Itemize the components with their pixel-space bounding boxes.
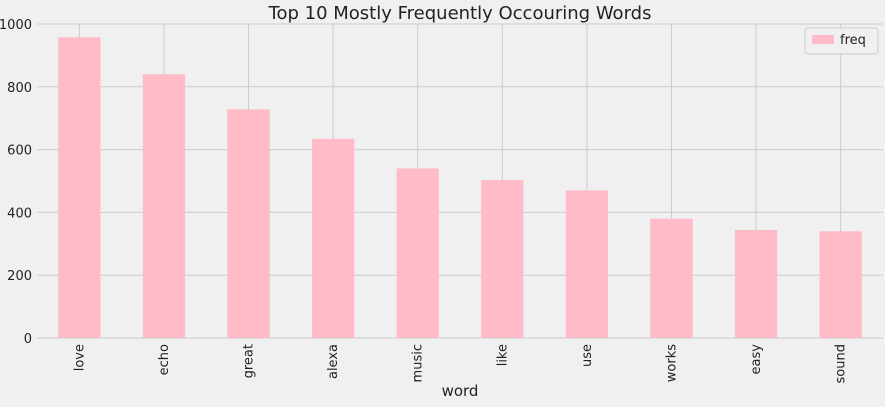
x-tick-label: alexa — [326, 344, 341, 379]
y-tick-label: 800 — [7, 81, 32, 96]
x-tick-label: sound — [834, 344, 849, 383]
bar-use — [565, 190, 609, 338]
bar-echo — [142, 74, 186, 339]
y-tick-label: 0 — [24, 332, 32, 347]
x-axis-label: word — [442, 382, 479, 400]
x-axis: love echo great alexa music like use works easy s… — [72, 344, 848, 384]
bars — [58, 37, 862, 339]
y-tick-label: 400 — [7, 206, 32, 221]
chart-title: Top 10 Mostly Frequently Occouring Words — [268, 3, 652, 24]
y-axis: 0 200 400 600 800 1000 — [0, 18, 32, 347]
legend-swatch — [812, 35, 834, 44]
bar-like — [481, 180, 524, 338]
bar-great — [227, 109, 270, 339]
legend-label: freq — [840, 33, 866, 48]
bar-easy — [734, 229, 778, 338]
x-tick-label: works — [665, 344, 680, 382]
y-tick-label: 200 — [7, 269, 32, 284]
legend: freq — [804, 27, 879, 55]
bar-music — [396, 168, 439, 338]
x-tick-label: like — [495, 344, 510, 366]
x-tick-label: music — [411, 344, 426, 382]
x-tick-label: echo — [157, 344, 172, 375]
bar-works — [650, 218, 693, 338]
x-tick-label: love — [72, 344, 87, 371]
y-tick-label: 1000 — [0, 18, 32, 33]
bar-love — [58, 37, 101, 339]
x-tick-label: great — [242, 344, 257, 378]
x-tick-label: easy — [749, 344, 764, 375]
bar-alexa — [311, 138, 355, 338]
bar-sound — [819, 231, 862, 338]
y-tick-label: 600 — [7, 144, 32, 159]
legend-box — [804, 27, 879, 55]
x-tick-label: use — [580, 344, 595, 367]
